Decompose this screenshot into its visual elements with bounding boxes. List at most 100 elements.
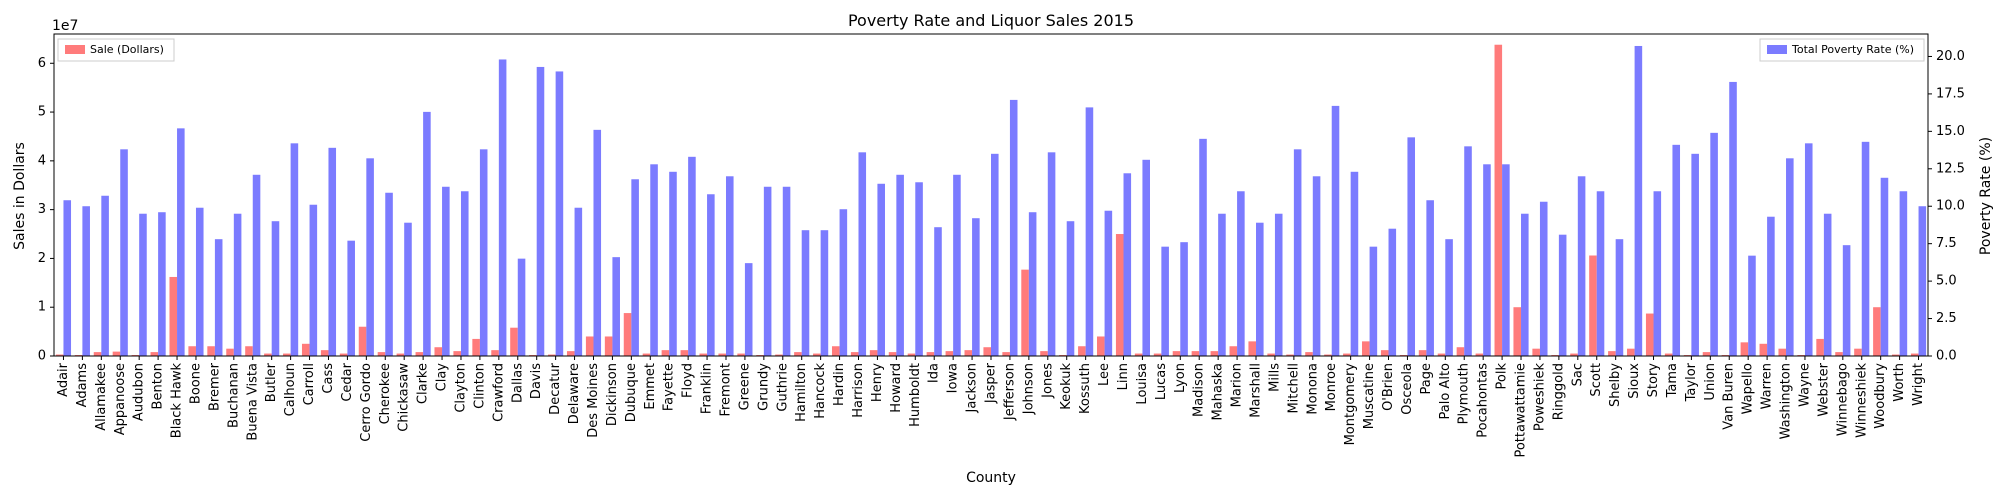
x-tick-label: Allamakee xyxy=(94,363,109,431)
poverty-bar xyxy=(101,195,109,356)
x-tick-label: Des Moines xyxy=(586,363,601,438)
x-tick-label: Muscatine xyxy=(1362,363,1377,429)
x-tick-label: Wapello xyxy=(1741,363,1756,414)
sale-bar xyxy=(1229,346,1238,356)
left-y-tick-label: 2 xyxy=(38,251,46,266)
poverty-bar xyxy=(1804,143,1813,356)
x-tick-label: Butler xyxy=(264,362,279,402)
poverty-bar xyxy=(195,207,204,356)
poverty-bar xyxy=(1672,144,1681,356)
poverty-bar xyxy=(896,174,904,356)
x-tick-label: Howard xyxy=(889,363,904,413)
sale-bar xyxy=(869,350,878,356)
sale-bar xyxy=(1267,353,1275,356)
sale-bar xyxy=(661,350,670,356)
right-y-tick-label: 10.0 xyxy=(1936,199,1965,214)
right-y-tick-label: 20.0 xyxy=(1936,49,1965,64)
sale-bar xyxy=(775,354,783,356)
x-tick-label: O'Brien xyxy=(1381,363,1396,411)
x-tick-label: Hardin xyxy=(832,363,847,406)
poverty-bar xyxy=(1729,81,1737,357)
poverty-bar xyxy=(1161,246,1169,356)
x-tick-label: Floyd xyxy=(681,363,696,398)
left-y-tick-label: 5 xyxy=(38,105,46,120)
right-y-tick-label: 7.5 xyxy=(1936,236,1957,251)
poverty-bar xyxy=(782,186,791,356)
sale-bar xyxy=(1248,341,1257,356)
poverty-bar xyxy=(555,71,564,356)
x-tick-label: Dallas xyxy=(510,363,525,403)
right-y-tick-label: 12.5 xyxy=(1936,161,1965,176)
x-tick-label: Polk xyxy=(1495,363,1510,390)
poverty-bar xyxy=(820,230,829,356)
x-tick-label: Jefferson xyxy=(1002,363,1017,421)
legends: Sale (Dollars) Total Poverty Rate (%) xyxy=(57,38,1925,62)
sale-bar xyxy=(907,353,916,356)
poverty-bar xyxy=(1407,137,1416,356)
poverty-bar xyxy=(63,200,72,356)
poverty-bar xyxy=(177,128,185,356)
sale-bar xyxy=(1664,353,1673,356)
poverty-bar xyxy=(1312,176,1321,356)
legend-poverty-label: Total Poverty Rate (%) xyxy=(1791,43,1914,56)
left-y-tick-label: 4 xyxy=(38,153,46,168)
x-tick-label: Webster xyxy=(1816,362,1831,416)
x-tick-label: Poweshiek xyxy=(1532,363,1547,432)
sale-bar xyxy=(585,336,594,356)
x-tick-label: Montgomery xyxy=(1343,363,1358,446)
poverty-bar xyxy=(1786,158,1794,356)
x-tick-label: Dubuque xyxy=(624,363,639,422)
sale-bar xyxy=(1513,307,1522,356)
poverty-bar xyxy=(252,174,261,356)
x-tick-label: Mahaska xyxy=(1211,363,1226,420)
left-y-tick-label: 1 xyxy=(38,300,46,315)
poverty-bar xyxy=(763,186,772,356)
poverty-bar xyxy=(725,176,734,356)
sale-bar xyxy=(150,352,159,356)
sale-bar xyxy=(1324,354,1332,356)
x-tick-label: Benton xyxy=(151,363,166,409)
x-tick-label: Cherokee xyxy=(378,363,393,424)
poverty-bar xyxy=(1369,246,1378,356)
sale-bar xyxy=(1134,353,1143,356)
bars-layer xyxy=(55,44,1927,357)
sale-bar xyxy=(1153,353,1162,356)
x-tick-label: Sac xyxy=(1570,363,1585,386)
poverty-bar xyxy=(1047,152,1056,356)
poverty-bar xyxy=(1880,177,1889,356)
x-tick-label: Crawford xyxy=(491,363,506,422)
poverty-bar xyxy=(517,258,526,356)
legend-right-box xyxy=(1759,38,1925,62)
poverty-bar xyxy=(1085,107,1094,356)
poverty-bar xyxy=(1558,234,1567,356)
sale-bar xyxy=(1456,347,1465,356)
x-tick-label: Shelby xyxy=(1608,363,1623,407)
sale-bar xyxy=(737,353,745,356)
x-tick-label: Clarke xyxy=(416,363,431,404)
sale-bar xyxy=(831,346,840,356)
x-tick-label: Clayton xyxy=(453,363,468,413)
x-tick-label: Monroe xyxy=(1324,363,1339,411)
poverty-bar xyxy=(1237,191,1245,356)
x-tick-label: Lucas xyxy=(1154,363,1169,400)
x-tick-label: Madison xyxy=(1192,363,1207,417)
x-tick-label: Tama xyxy=(1665,363,1680,398)
sale-bar xyxy=(1835,352,1843,356)
poverty-bar xyxy=(574,207,583,356)
poverty-bar xyxy=(877,183,885,356)
sale-bar xyxy=(1778,348,1787,356)
poverty-bar xyxy=(233,213,242,356)
poverty-bar xyxy=(1634,45,1643,356)
x-tick-label: Hancock xyxy=(813,363,828,419)
x-tick-label: Jones xyxy=(1040,363,1055,399)
poverty-bar xyxy=(688,156,696,356)
poverty-bar xyxy=(1767,216,1775,356)
poverty-bar xyxy=(991,153,999,356)
sale-bar xyxy=(1021,269,1029,356)
x-tick-label: Ringgold xyxy=(1551,363,1566,420)
left-axis-multiplier: 1e7 xyxy=(52,18,78,34)
x-tick-label: Marshall xyxy=(1249,363,1264,418)
x-tick-label: Hamilton xyxy=(794,363,809,422)
sale-bar xyxy=(1570,353,1578,356)
poverty-bar xyxy=(404,222,412,356)
